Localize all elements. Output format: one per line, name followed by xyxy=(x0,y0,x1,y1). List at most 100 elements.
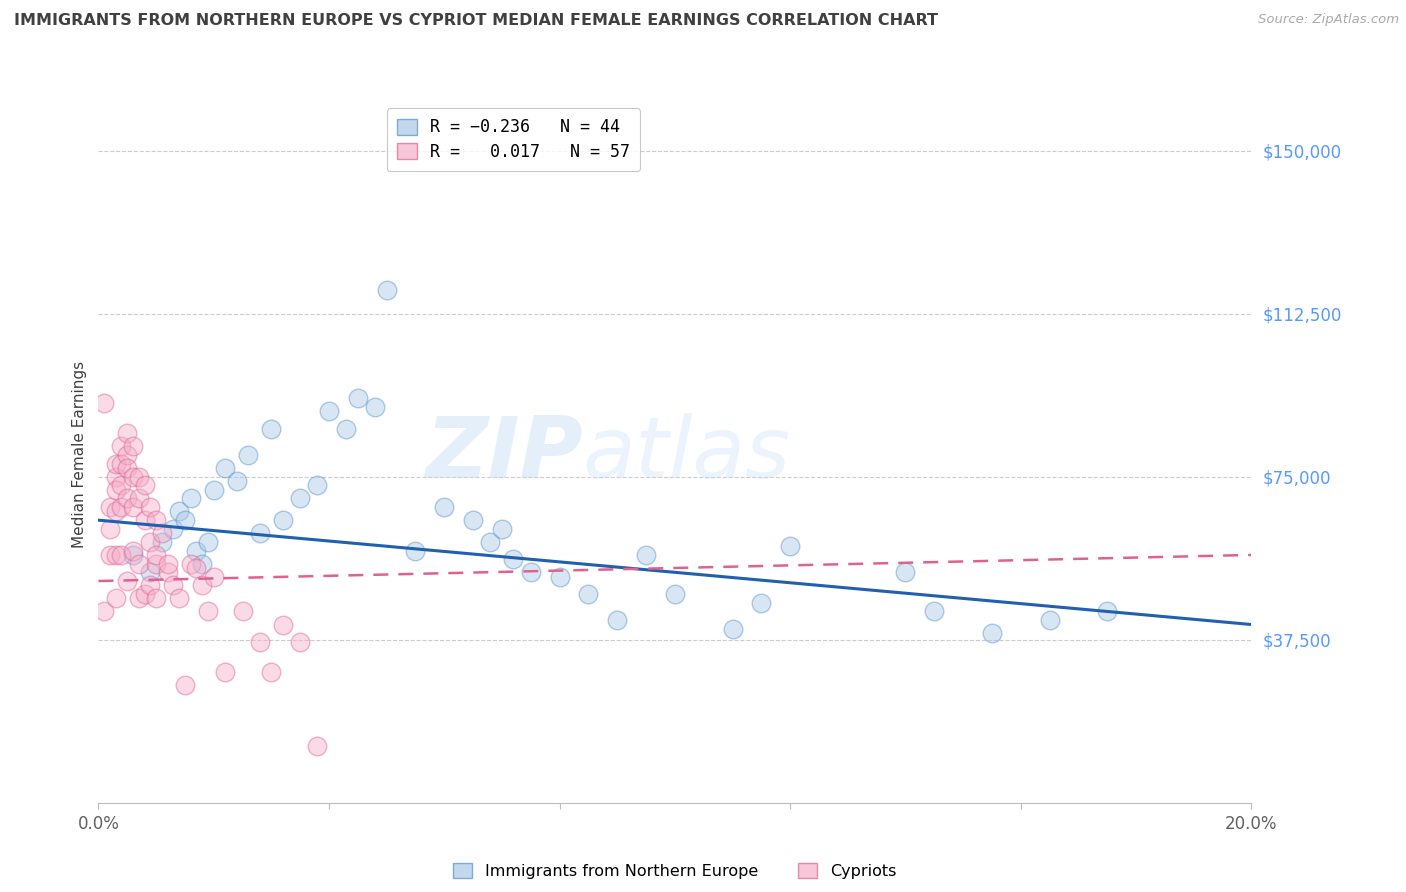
Point xyxy=(122,548,145,562)
Point xyxy=(260,422,283,436)
Point xyxy=(271,513,294,527)
Point xyxy=(578,587,600,601)
Text: atlas: atlas xyxy=(582,413,790,497)
Point xyxy=(134,587,156,601)
Point xyxy=(156,566,179,580)
Point xyxy=(197,535,219,549)
Point xyxy=(1097,605,1119,619)
Point xyxy=(150,535,173,549)
Point xyxy=(461,513,484,527)
Point xyxy=(110,548,132,562)
Point xyxy=(922,605,945,619)
Point xyxy=(751,596,773,610)
Point xyxy=(636,548,658,562)
Y-axis label: Median Female Earnings: Median Female Earnings xyxy=(72,361,87,549)
Point xyxy=(271,617,294,632)
Point xyxy=(128,469,150,483)
Point xyxy=(191,557,214,571)
Point xyxy=(721,622,744,636)
Point xyxy=(122,500,145,514)
Point xyxy=(249,526,271,541)
Point xyxy=(139,500,162,514)
Point xyxy=(122,439,145,453)
Point xyxy=(202,483,225,497)
Point xyxy=(139,566,162,580)
Point xyxy=(606,613,628,627)
Point xyxy=(479,535,502,549)
Point xyxy=(197,605,219,619)
Point xyxy=(110,500,132,514)
Point xyxy=(238,448,260,462)
Point xyxy=(249,635,271,649)
Point xyxy=(214,665,236,680)
Point xyxy=(346,392,368,406)
Point xyxy=(214,461,236,475)
Point xyxy=(491,522,513,536)
Point xyxy=(1038,613,1062,627)
Point xyxy=(162,522,184,536)
Point xyxy=(290,635,312,649)
Point xyxy=(502,552,524,566)
Point xyxy=(110,457,132,471)
Point xyxy=(150,526,173,541)
Point xyxy=(104,504,127,518)
Point xyxy=(225,474,247,488)
Point xyxy=(134,478,156,492)
Point xyxy=(104,469,127,483)
Point xyxy=(128,591,150,606)
Point xyxy=(134,513,156,527)
Text: IMMIGRANTS FROM NORTHERN EUROPE VS CYPRIOT MEDIAN FEMALE EARNINGS CORRELATION CH: IMMIGRANTS FROM NORTHERN EUROPE VS CYPRI… xyxy=(14,13,938,29)
Point xyxy=(894,566,917,580)
Point xyxy=(186,543,208,558)
Point xyxy=(104,591,127,606)
Point xyxy=(981,626,1004,640)
Text: ZIP: ZIP xyxy=(425,413,582,497)
Point xyxy=(162,578,184,592)
Point xyxy=(191,578,214,592)
Point xyxy=(260,665,283,680)
Point xyxy=(145,548,167,562)
Point xyxy=(231,605,254,619)
Point xyxy=(117,461,138,475)
Point xyxy=(93,396,115,410)
Point xyxy=(174,513,197,527)
Point xyxy=(104,457,127,471)
Point xyxy=(110,478,132,492)
Point xyxy=(375,283,398,297)
Point xyxy=(128,557,150,571)
Point xyxy=(98,522,121,536)
Point xyxy=(202,570,225,584)
Point xyxy=(104,548,127,562)
Point xyxy=(520,566,543,580)
Point xyxy=(405,543,427,558)
Point xyxy=(548,570,571,584)
Point xyxy=(110,439,132,453)
Point xyxy=(167,504,190,518)
Point xyxy=(122,543,145,558)
Point xyxy=(167,591,190,606)
Point xyxy=(104,483,127,497)
Point xyxy=(139,535,162,549)
Point xyxy=(98,500,121,514)
Point xyxy=(318,404,340,418)
Point xyxy=(779,539,801,553)
Point xyxy=(174,678,197,692)
Point xyxy=(664,587,686,601)
Point xyxy=(290,491,312,506)
Point xyxy=(128,491,150,506)
Point xyxy=(156,557,179,571)
Legend: Immigrants from Northern Europe, Cypriots: Immigrants from Northern Europe, Cypriot… xyxy=(447,856,903,885)
Point xyxy=(139,578,162,592)
Point xyxy=(307,478,329,492)
Point xyxy=(145,591,167,606)
Point xyxy=(117,574,138,588)
Point xyxy=(335,422,357,436)
Point xyxy=(98,548,121,562)
Point xyxy=(180,491,202,506)
Point xyxy=(433,500,456,514)
Point xyxy=(145,557,167,571)
Point xyxy=(364,400,387,414)
Point xyxy=(307,739,329,754)
Point xyxy=(122,469,145,483)
Point xyxy=(93,605,115,619)
